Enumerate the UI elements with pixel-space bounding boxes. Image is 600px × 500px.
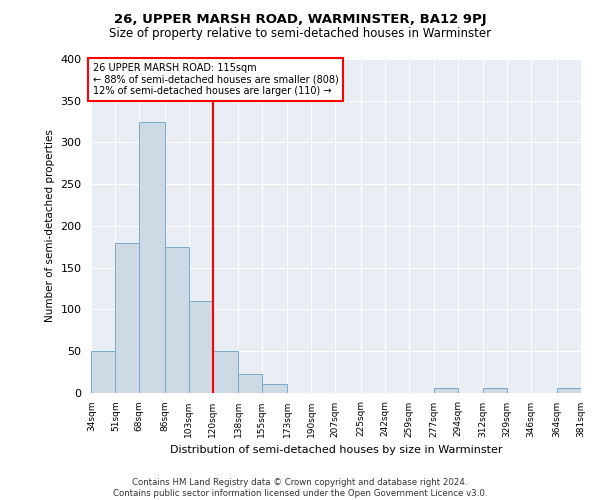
Bar bbox=[115, 242, 139, 392]
Text: 26 UPPER MARSH ROAD: 115sqm
← 88% of semi-detached houses are smaller (808)
12% : 26 UPPER MARSH ROAD: 115sqm ← 88% of sem… bbox=[93, 63, 338, 96]
Text: Contains HM Land Registry data © Crown copyright and database right 2024.
Contai: Contains HM Land Registry data © Crown c… bbox=[113, 478, 487, 498]
Y-axis label: Number of semi-detached properties: Number of semi-detached properties bbox=[45, 130, 55, 322]
Bar bbox=[262, 384, 287, 392]
Text: 26, UPPER MARSH ROAD, WARMINSTER, BA12 9PJ: 26, UPPER MARSH ROAD, WARMINSTER, BA12 9… bbox=[113, 12, 487, 26]
Bar bbox=[238, 374, 262, 392]
Bar bbox=[434, 388, 458, 392]
Text: Size of property relative to semi-detached houses in Warminster: Size of property relative to semi-detach… bbox=[109, 28, 491, 40]
Bar bbox=[483, 388, 507, 392]
Bar bbox=[139, 122, 164, 392]
Bar bbox=[188, 301, 212, 392]
X-axis label: Distribution of semi-detached houses by size in Warminster: Distribution of semi-detached houses by … bbox=[170, 445, 502, 455]
Bar bbox=[164, 246, 188, 392]
Bar bbox=[212, 351, 238, 393]
Bar bbox=[91, 351, 115, 393]
Bar bbox=[557, 388, 581, 392]
